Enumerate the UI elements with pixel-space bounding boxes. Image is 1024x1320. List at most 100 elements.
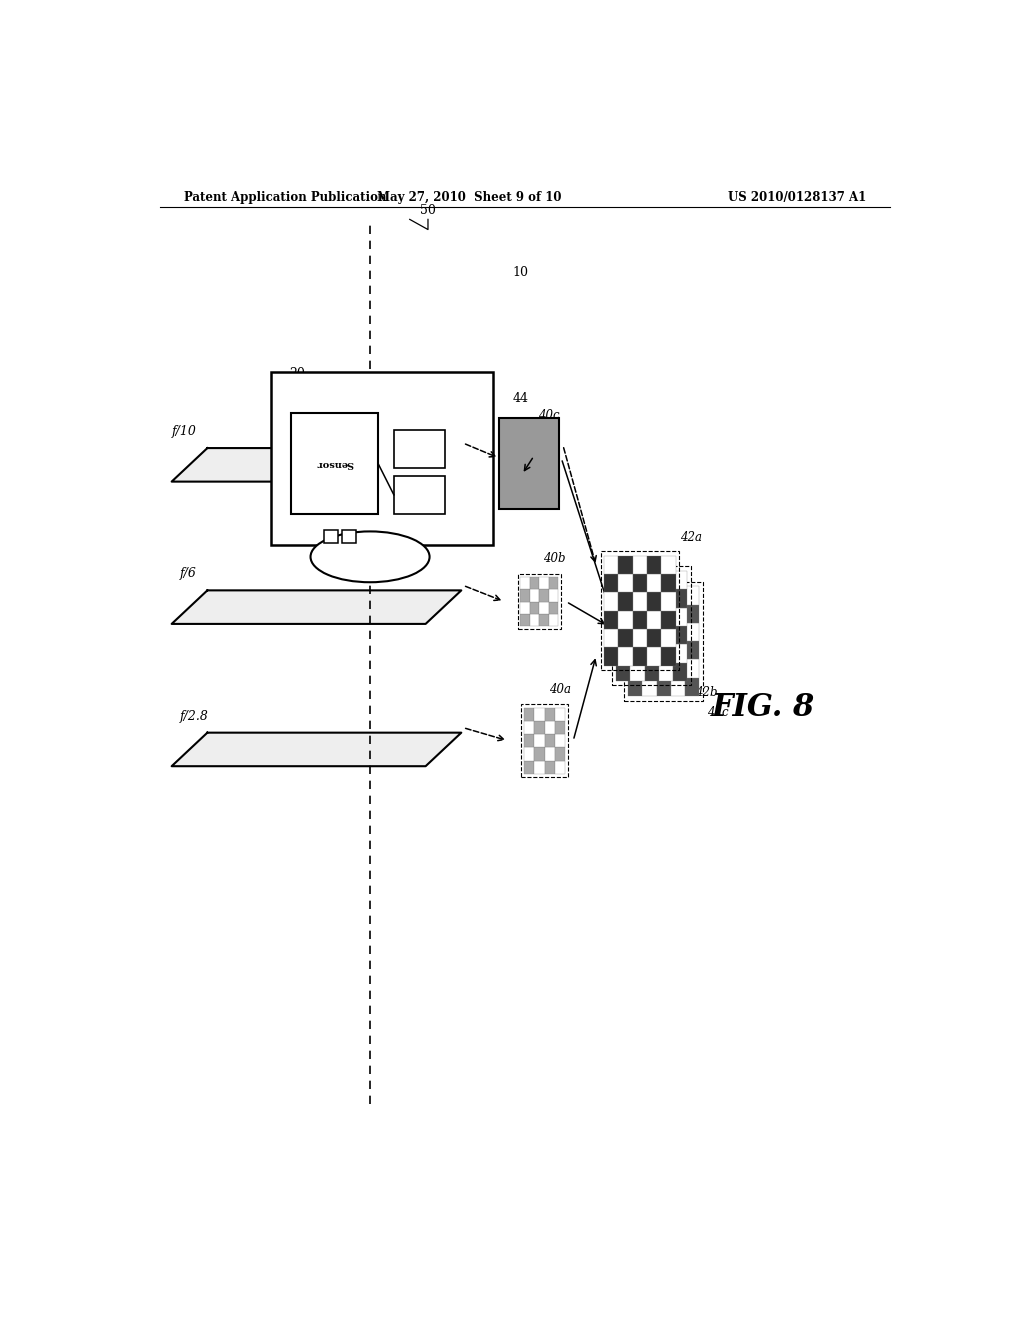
Bar [520,577,529,589]
Bar [524,470,535,483]
Polygon shape [172,590,461,624]
Text: Patent Application Publication: Patent Application Publication [183,190,386,203]
Bar [555,747,565,760]
Bar [529,614,539,626]
Bar [642,586,656,605]
Bar [604,574,618,593]
Bar [671,677,685,696]
Bar [656,623,671,642]
Text: f/10: f/10 [172,425,197,438]
Bar [662,611,676,630]
Bar [647,593,662,611]
Bar [658,589,673,607]
Bar [647,611,662,630]
Bar [673,607,687,626]
Bar [628,586,642,605]
Polygon shape [172,733,461,766]
Bar [270,372,494,545]
Bar [631,644,645,663]
Bar [656,660,671,677]
Bar [521,705,568,777]
Bar [616,663,631,681]
Bar [616,626,631,644]
Bar [633,574,647,593]
Bar [612,566,691,685]
Bar [616,607,631,626]
Bar [604,647,618,665]
Bar [535,747,545,760]
Bar [662,630,676,647]
Bar [673,663,687,681]
Bar [515,458,524,470]
Bar [524,434,535,446]
Bar [555,708,565,721]
Bar [685,605,699,623]
Bar [658,644,673,663]
Bar [539,602,549,614]
Bar [685,586,699,605]
Bar [628,642,642,660]
Polygon shape [172,447,461,482]
Bar [549,577,558,589]
Bar [631,626,645,644]
Bar [544,458,553,470]
Bar [673,626,687,644]
Bar [658,663,673,681]
Bar [513,430,556,486]
Bar [662,593,676,611]
Bar [545,734,555,747]
Bar [618,630,633,647]
Bar [633,647,647,665]
Bar [520,614,529,626]
Bar [555,734,565,747]
Bar [645,644,658,663]
Text: f/2.8: f/2.8 [179,710,209,722]
Bar [633,593,647,611]
Bar [662,574,676,593]
Bar [633,630,647,647]
Bar [544,434,553,446]
Text: US 2010/0128137 A1: US 2010/0128137 A1 [728,190,866,203]
Bar [535,434,544,446]
Text: May 27, 2010  Sheet 9 of 10: May 27, 2010 Sheet 9 of 10 [377,190,561,203]
Bar [685,660,699,677]
Bar [618,647,633,665]
Bar [549,614,558,626]
Bar [671,660,685,677]
Bar [604,556,618,574]
Bar [673,644,687,663]
Text: f/6: f/6 [179,568,197,581]
Bar [545,747,555,760]
Bar [535,760,545,774]
Bar [633,556,647,574]
Bar [601,552,679,671]
Bar [673,589,687,607]
Bar [642,642,656,660]
Bar [631,589,645,607]
Bar [545,708,555,721]
Bar [535,458,544,470]
Bar [520,602,529,614]
Bar [524,760,535,774]
Bar [545,760,555,774]
Bar [631,607,645,626]
Bar [656,642,671,660]
Bar [539,577,549,589]
Bar [628,623,642,642]
Text: FIG. 8: FIG. 8 [712,692,814,723]
Bar [539,589,549,602]
Bar [524,708,535,721]
Bar [642,623,656,642]
Bar [529,589,539,602]
Bar [529,577,539,589]
Bar [604,593,618,611]
Bar [671,605,685,623]
Bar [544,446,553,458]
Bar [555,760,565,774]
Bar [618,611,633,630]
Bar [515,446,524,458]
Bar [545,721,555,734]
Bar [524,458,535,470]
Bar [616,572,631,589]
Bar [524,747,535,760]
